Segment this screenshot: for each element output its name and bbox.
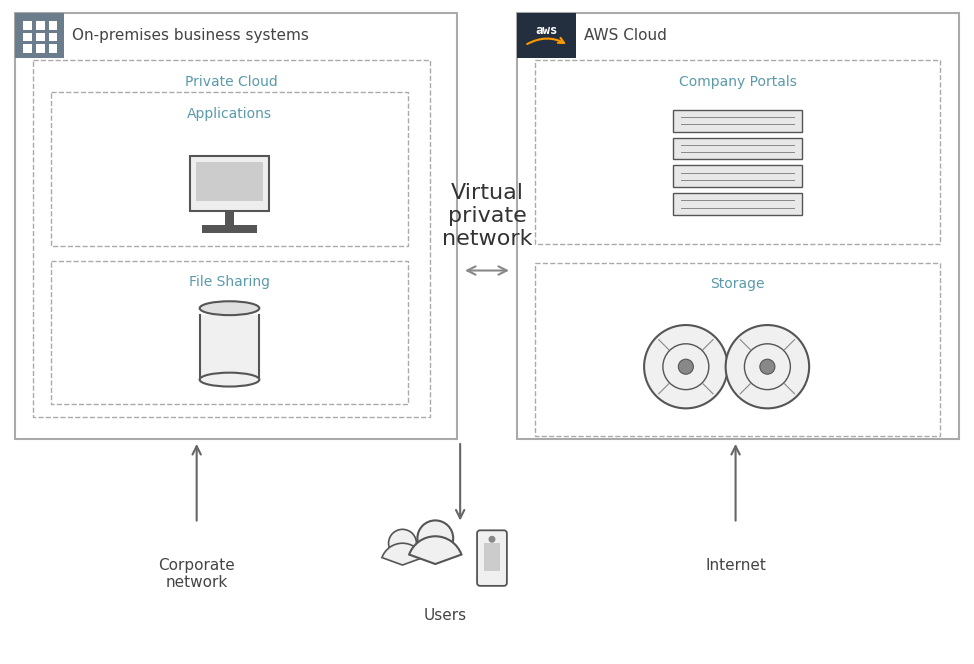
Circle shape bbox=[418, 521, 453, 556]
Circle shape bbox=[726, 325, 809, 408]
Text: Virtual
private
network: Virtual private network bbox=[442, 183, 532, 249]
Text: aws: aws bbox=[536, 24, 558, 37]
Bar bbox=[36, 21, 45, 30]
Text: Corporate
network: Corporate network bbox=[159, 558, 235, 590]
Bar bbox=[36, 44, 45, 53]
Bar bbox=[51, 92, 408, 246]
Text: Internet: Internet bbox=[705, 558, 766, 573]
Bar bbox=[51, 260, 408, 404]
Bar bbox=[224, 211, 235, 225]
Text: Storage: Storage bbox=[710, 278, 765, 291]
Text: AWS Cloud: AWS Cloud bbox=[584, 28, 667, 43]
Bar bbox=[49, 44, 57, 53]
Bar bbox=[22, 33, 31, 41]
Bar bbox=[190, 157, 269, 211]
Text: Company Portals: Company Portals bbox=[679, 75, 797, 89]
Bar bbox=[32, 60, 431, 417]
Bar bbox=[15, 13, 457, 439]
Bar bbox=[200, 315, 259, 380]
Bar bbox=[673, 193, 803, 215]
Bar bbox=[36, 33, 45, 41]
Bar bbox=[22, 21, 31, 30]
Bar bbox=[15, 13, 64, 58]
Circle shape bbox=[644, 325, 728, 408]
Text: Applications: Applications bbox=[187, 107, 272, 121]
Bar bbox=[535, 60, 941, 244]
Bar bbox=[484, 543, 500, 571]
Text: Users: Users bbox=[424, 608, 467, 623]
Bar bbox=[673, 165, 803, 187]
Bar bbox=[673, 110, 803, 131]
Circle shape bbox=[744, 344, 790, 390]
Text: Private Cloud: Private Cloud bbox=[185, 75, 278, 89]
Ellipse shape bbox=[200, 373, 259, 386]
Bar bbox=[517, 13, 577, 58]
Bar bbox=[49, 21, 57, 30]
Bar bbox=[673, 137, 803, 159]
Wedge shape bbox=[409, 537, 462, 564]
Circle shape bbox=[663, 344, 709, 390]
Bar bbox=[535, 262, 941, 436]
Circle shape bbox=[389, 529, 417, 557]
Ellipse shape bbox=[200, 301, 259, 315]
FancyBboxPatch shape bbox=[477, 531, 506, 586]
Text: File Sharing: File Sharing bbox=[189, 276, 270, 290]
Circle shape bbox=[489, 536, 496, 542]
Circle shape bbox=[760, 359, 775, 374]
Bar bbox=[22, 44, 31, 53]
Text: On-premises business systems: On-premises business systems bbox=[72, 28, 310, 43]
Circle shape bbox=[678, 359, 693, 374]
Bar bbox=[517, 13, 959, 439]
Bar bbox=[49, 33, 57, 41]
Wedge shape bbox=[382, 543, 423, 565]
Bar bbox=[196, 163, 263, 201]
Bar bbox=[202, 225, 257, 233]
